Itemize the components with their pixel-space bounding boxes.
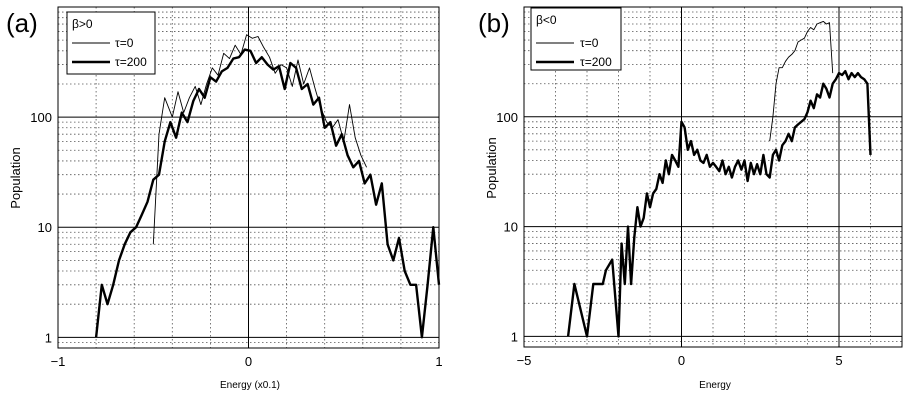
chart-a-legend-label-tau200: τ=200 (115, 55, 147, 69)
chart-b-series-tau0-line (769, 20, 834, 142)
chart-b-x-tick-label: −5 (517, 353, 532, 368)
chart-b-legend-title: β<0 (536, 13, 557, 27)
chart-a-legend-label-tau0: τ=0 (115, 36, 134, 50)
chart-b-x-tick-label: 5 (835, 353, 842, 368)
chart-b-x-axis-label: Energy (699, 380, 731, 391)
chart-a-x-tick-label: 0 (245, 354, 252, 369)
chart-a-y-tick-label: 1 (45, 330, 52, 345)
chart-b-legend-label-tau200: τ=200 (580, 55, 612, 69)
chart-b: (b) −5 0 5 1 10 100 Population Energy β<0 τ=0… (478, 6, 903, 391)
chart-a-plot-frame (57, 6, 440, 349)
chart-a-series (94, 34, 441, 339)
chart-a-y-tick-label: 100 (30, 110, 52, 125)
chart-b-plot-frame (523, 6, 903, 348)
chart-b-panel-label: (b) (478, 8, 510, 38)
chart-b-y-tick-label: 10 (504, 220, 518, 235)
chart-b-legend-label-tau0: τ=0 (580, 36, 599, 50)
chart-a-ticks: −1 0 1 1 10 100 (30, 110, 442, 369)
chart-a-x-tick-label: −1 (51, 354, 66, 369)
chart-a-x-tick-label: 1 (435, 354, 442, 369)
chart-a-legend-title: β>0 (72, 17, 93, 31)
chart-a-x-axis-label: Energy (x0.1) (220, 380, 280, 391)
chart-b-legend-box (530, 7, 622, 71)
chart-a-y-axis-label: Population (8, 147, 23, 208)
chart-a-panel-label: (a) (6, 8, 38, 38)
chart-b-legend: β<0 τ=0 τ=200 (530, 7, 622, 71)
chart-a-series-tau200-line (94, 48, 441, 339)
chart-a-grid (58, 7, 439, 348)
chart-b-ticks: −5 0 5 1 10 100 (496, 110, 842, 368)
chart-a-y-tick-label: 10 (38, 220, 52, 235)
chart-a-legend: β>0 τ=0 τ=200 (66, 11, 156, 75)
chart-b-series-tau200-line (566, 69, 872, 338)
chart-b-y-axis-label: Population (484, 137, 499, 198)
chart-b-x-tick-label: 0 (678, 353, 685, 368)
chart-b-y-tick-label: 100 (496, 110, 518, 125)
chart-b-y-tick-label: 1 (511, 329, 518, 344)
chart-b-series (566, 20, 872, 338)
